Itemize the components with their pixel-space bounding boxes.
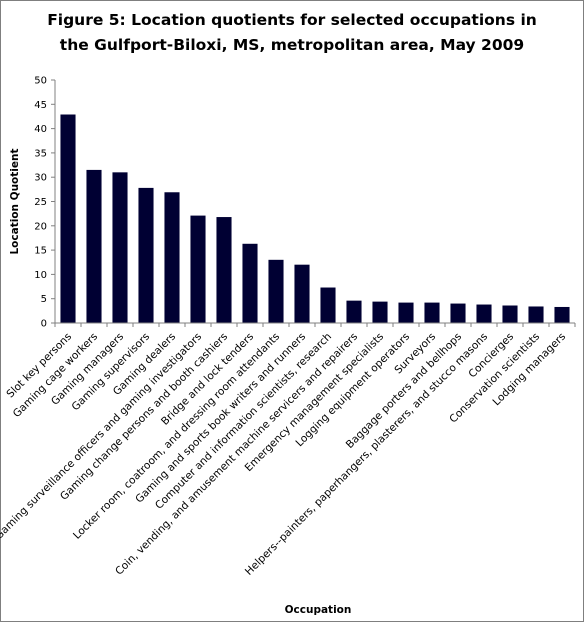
bar — [554, 306, 570, 323]
bars — [60, 114, 570, 323]
y-tick-label: 35 — [34, 148, 47, 159]
y-tick-label: 50 — [34, 76, 47, 87]
bar — [60, 114, 76, 323]
bar — [216, 217, 232, 323]
y-tick-label: 30 — [34, 173, 47, 184]
bar — [268, 259, 284, 323]
bar — [398, 302, 414, 323]
bar — [372, 301, 388, 323]
y-tick-label: 10 — [34, 270, 47, 281]
bar — [190, 215, 206, 323]
bar — [164, 192, 180, 323]
y-tick-label: 15 — [34, 246, 47, 257]
bar — [242, 243, 258, 323]
bar — [346, 300, 362, 323]
x-axis-title: Occupation — [285, 604, 352, 616]
chart-title-line-1: Figure 5: Location quotients for selecte… — [47, 11, 537, 29]
bar — [502, 305, 518, 323]
y-tick-label: 45 — [34, 100, 47, 111]
y-tick-label: 20 — [34, 221, 47, 232]
y-tick-label: 40 — [34, 124, 47, 135]
bar — [424, 302, 440, 323]
bar — [450, 303, 466, 323]
bar — [320, 287, 336, 323]
bar — [138, 187, 154, 323]
bar — [86, 169, 102, 323]
y-tick-label: 5 — [41, 294, 47, 305]
chart-title-line-2: the Gulfport-Biloxi, MS, metropolitan ar… — [59, 36, 525, 54]
bar — [476, 304, 492, 323]
y-axis-ticks: 0 5 10 15 20 25 30 35 40 45 50 — [34, 76, 55, 330]
y-tick-label: 0 — [41, 319, 47, 330]
bar — [112, 172, 128, 323]
y-axis-title: Location Quotient — [9, 148, 21, 254]
bar — [528, 306, 544, 323]
y-tick-label: 25 — [34, 197, 47, 208]
bar — [294, 264, 310, 323]
chart-title: Figure 5: Location quotients for selecte… — [0, 8, 584, 58]
